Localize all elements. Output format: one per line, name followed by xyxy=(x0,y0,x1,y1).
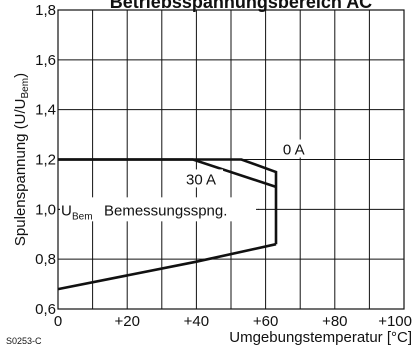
y-axis-label-close: ) xyxy=(12,73,29,78)
series-line-30a xyxy=(58,160,276,187)
y-tick-label: 1,4 xyxy=(35,102,56,119)
y-axis-label: Spulenspannung (U/UBem) xyxy=(12,73,31,246)
x-tick-labels: 0 +20 +40 +60 +80 +100 xyxy=(54,313,412,330)
series-label-30a: 30 A xyxy=(186,171,216,188)
x-axis-label: Umgebungstemperatur [°C] xyxy=(229,329,412,346)
series-label-0a: 0 A xyxy=(283,142,305,159)
y-tick-label: 1,2 xyxy=(35,152,56,169)
y-tick-label: 0,8 xyxy=(35,251,56,268)
x-tick-label: +80 xyxy=(322,313,347,330)
x-tick-label: +100 xyxy=(378,313,412,330)
y-tick-label: 1,0 xyxy=(35,201,56,218)
ubem-subscript: Bem xyxy=(72,211,93,222)
ubem-symbol: U xyxy=(61,202,72,219)
y-tick-label: 1,6 xyxy=(35,52,56,69)
series-lines xyxy=(58,160,276,290)
figure-reference: S0253-C xyxy=(6,336,42,346)
y-axis-label-sub: Bem xyxy=(20,78,31,99)
y-tick-labels: 0,60,81,01,21,41,61,8 xyxy=(35,2,56,318)
y-axis-label-main: Spulenspannung (U/U xyxy=(12,98,29,246)
y-tick-label: 1,8 xyxy=(35,2,56,19)
ubem-label: Bemessungsspng. xyxy=(104,202,227,219)
series-line-lower-limit xyxy=(58,244,276,289)
x-tick-label: +40 xyxy=(184,313,209,330)
x-tick-label: +20 xyxy=(114,313,139,330)
x-tick-label: 0 xyxy=(54,313,62,330)
x-tick-label: +60 xyxy=(253,313,278,330)
